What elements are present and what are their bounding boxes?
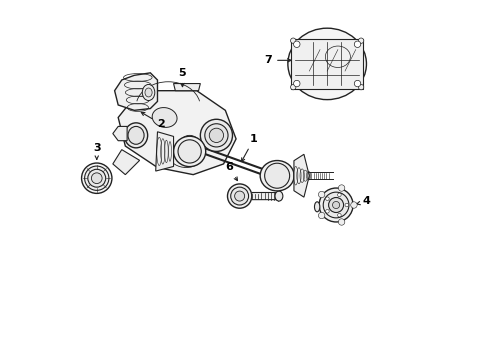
Ellipse shape xyxy=(333,202,340,208)
Polygon shape xyxy=(294,154,309,197)
Ellipse shape xyxy=(326,210,329,213)
Ellipse shape xyxy=(318,191,325,198)
Ellipse shape xyxy=(339,219,345,225)
Text: 4: 4 xyxy=(357,197,370,206)
Ellipse shape xyxy=(260,161,294,191)
Text: 5: 5 xyxy=(179,68,186,87)
Ellipse shape xyxy=(291,38,296,43)
Polygon shape xyxy=(113,150,140,175)
Ellipse shape xyxy=(323,192,349,218)
Ellipse shape xyxy=(275,191,283,201)
Text: 2: 2 xyxy=(141,112,165,129)
Text: 1: 1 xyxy=(242,134,258,162)
Polygon shape xyxy=(115,73,157,111)
Ellipse shape xyxy=(338,213,341,217)
Text: 3: 3 xyxy=(93,143,100,159)
Ellipse shape xyxy=(326,197,329,201)
Ellipse shape xyxy=(351,202,357,208)
Ellipse shape xyxy=(145,88,152,97)
Ellipse shape xyxy=(81,163,112,193)
Ellipse shape xyxy=(235,191,245,201)
Polygon shape xyxy=(156,132,173,171)
Ellipse shape xyxy=(354,41,361,48)
Ellipse shape xyxy=(358,38,364,43)
Ellipse shape xyxy=(294,41,300,48)
Ellipse shape xyxy=(288,28,367,100)
Ellipse shape xyxy=(265,163,290,188)
Polygon shape xyxy=(173,84,200,91)
Ellipse shape xyxy=(173,136,206,167)
Ellipse shape xyxy=(124,123,147,148)
Ellipse shape xyxy=(291,85,296,90)
Ellipse shape xyxy=(142,85,155,100)
Ellipse shape xyxy=(231,187,248,205)
Text: 7: 7 xyxy=(264,55,291,65)
Ellipse shape xyxy=(338,193,341,197)
Ellipse shape xyxy=(200,119,232,152)
Ellipse shape xyxy=(358,85,364,90)
Polygon shape xyxy=(113,126,127,141)
Ellipse shape xyxy=(209,128,223,143)
Ellipse shape xyxy=(181,135,198,150)
Ellipse shape xyxy=(128,126,144,144)
Ellipse shape xyxy=(318,212,325,219)
Polygon shape xyxy=(118,91,236,175)
Ellipse shape xyxy=(152,108,177,127)
Ellipse shape xyxy=(227,184,252,208)
Ellipse shape xyxy=(315,202,320,212)
Ellipse shape xyxy=(88,169,106,187)
Ellipse shape xyxy=(85,166,109,190)
Ellipse shape xyxy=(92,173,102,184)
Ellipse shape xyxy=(178,140,201,163)
Polygon shape xyxy=(292,39,363,89)
Polygon shape xyxy=(252,193,281,200)
Ellipse shape xyxy=(345,203,348,207)
Ellipse shape xyxy=(319,188,353,222)
Text: 6: 6 xyxy=(225,162,238,181)
Ellipse shape xyxy=(354,80,361,87)
Ellipse shape xyxy=(294,80,300,87)
Ellipse shape xyxy=(339,185,345,191)
Ellipse shape xyxy=(329,198,343,212)
Ellipse shape xyxy=(205,124,228,147)
